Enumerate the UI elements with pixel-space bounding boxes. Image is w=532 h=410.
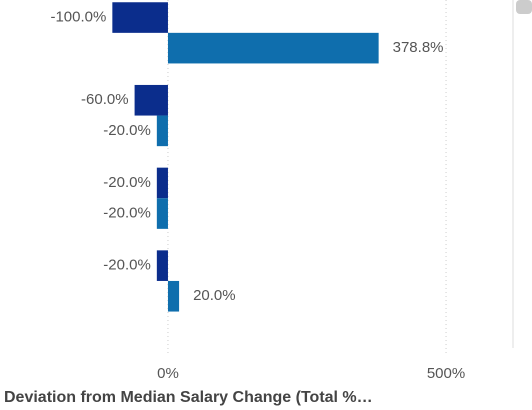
x-tick-label: 500%: [427, 365, 465, 382]
bar: [167, 32, 379, 64]
scrollbar[interactable]: [516, 0, 532, 14]
bar: [167, 280, 180, 312]
data-label: -20.0%: [103, 174, 151, 191]
bar: [156, 167, 168, 199]
bar: [134, 84, 168, 116]
x-axis-title: Deviation from Median Salary Change (Tot…: [4, 389, 373, 406]
bar: [112, 2, 168, 33]
data-label: -20.0%: [103, 205, 151, 222]
data-label: -100.0%: [50, 9, 106, 26]
data-label: 20.0%: [193, 287, 236, 304]
bar: [156, 198, 168, 229]
bar: [156, 115, 168, 147]
data-label: -60.0%: [81, 91, 129, 108]
bar: [156, 250, 168, 281]
data-label: 378.8%: [393, 39, 444, 56]
data-label: -20.0%: [103, 122, 151, 139]
data-label: -20.0%: [103, 257, 151, 274]
x-tick-label: 0%: [157, 365, 179, 382]
